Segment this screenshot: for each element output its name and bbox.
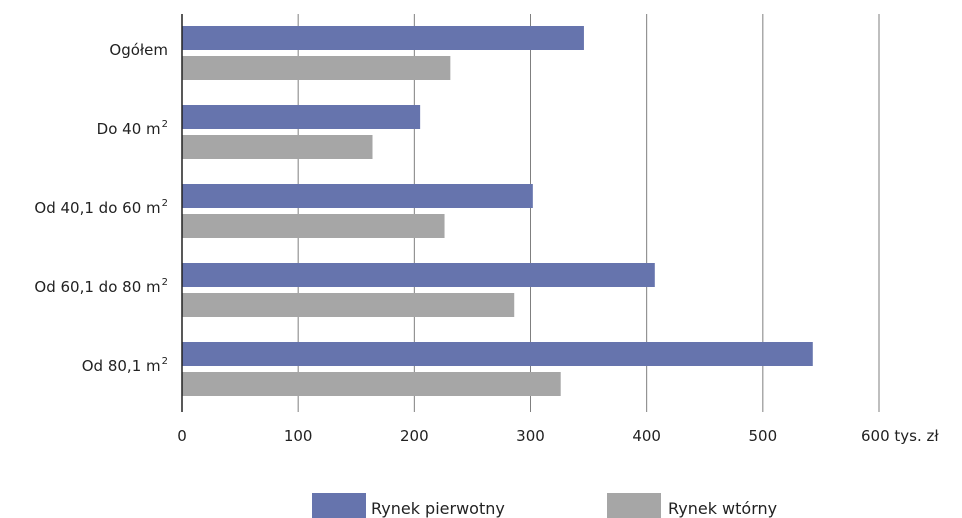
bar-pierwotny bbox=[182, 105, 421, 129]
category-label: Od 80,1 m2 bbox=[82, 356, 168, 375]
bars bbox=[182, 26, 813, 396]
category-label-superscript: 2 bbox=[162, 198, 168, 209]
category-label-text: Ogółem bbox=[109, 41, 168, 59]
legend-swatch bbox=[607, 493, 661, 518]
bar-wtorny bbox=[182, 135, 373, 159]
x-tick-label: 200 bbox=[400, 427, 429, 445]
category-label: Do 40 m2 bbox=[97, 119, 168, 138]
category-label-text: Od 60,1 do 80 m bbox=[34, 278, 160, 296]
bar-pierwotny bbox=[182, 184, 533, 208]
bar-wtorny bbox=[182, 214, 445, 238]
legend-swatch bbox=[312, 493, 366, 518]
legend: Rynek pierwotny Rynek wtórny bbox=[312, 493, 777, 518]
category-label: Od 40,1 do 60 m2 bbox=[34, 198, 168, 217]
x-tick-label: 400 bbox=[632, 427, 661, 445]
category-label-superscript: 2 bbox=[162, 277, 168, 288]
legend-label: Rynek pierwotny bbox=[371, 499, 505, 518]
category-label: Od 60,1 do 80 m2 bbox=[34, 277, 168, 296]
bar-wtorny bbox=[182, 56, 451, 80]
bar-wtorny bbox=[182, 293, 515, 317]
category-label-superscript: 2 bbox=[162, 119, 168, 130]
category-label-text: Do 40 m bbox=[97, 120, 161, 138]
category-label: Ogółem bbox=[109, 41, 168, 59]
x-tick-label: 100 bbox=[284, 427, 313, 445]
bar-pierwotny bbox=[182, 263, 655, 287]
category-label-text: Od 40,1 do 60 m bbox=[34, 199, 160, 217]
x-tick-labels: 0 100 200 300 400 500 600 tys. zł bbox=[177, 427, 939, 445]
category-label-superscript: 2 bbox=[162, 356, 168, 367]
x-tick-label: 500 bbox=[749, 427, 778, 445]
x-tick-label: 0 bbox=[177, 427, 187, 445]
x-tick-label: 300 bbox=[516, 427, 545, 445]
category-label-text: Od 80,1 m bbox=[82, 357, 161, 375]
bar-wtorny bbox=[182, 372, 561, 396]
bar-pierwotny bbox=[182, 342, 813, 366]
x-tick-label: 600 tys. zł bbox=[861, 427, 939, 445]
bar-pierwotny bbox=[182, 26, 584, 50]
legend-label: Rynek wtórny bbox=[668, 499, 777, 518]
